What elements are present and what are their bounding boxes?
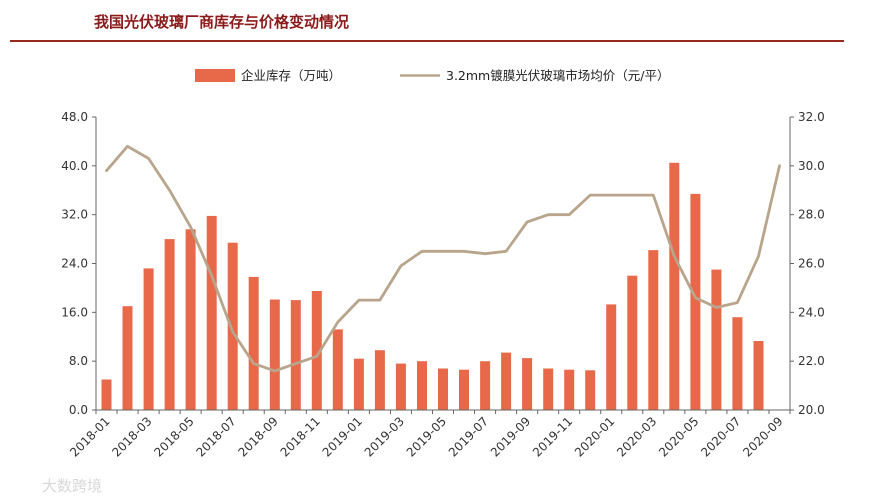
bar <box>143 268 154 410</box>
left-tick-label: 48.0 <box>61 110 88 124</box>
x-tick-label: 2018-03 <box>109 414 154 459</box>
right-tick-label: 30.0 <box>798 159 825 173</box>
bar <box>395 363 406 410</box>
x-tick-label: 2019-03 <box>362 414 407 459</box>
bar <box>290 300 301 410</box>
left-tick-label: 16.0 <box>61 305 88 319</box>
bar <box>732 317 743 410</box>
right-tick-label: 20.0 <box>798 403 825 417</box>
bar <box>269 299 280 410</box>
legend-line-label: 3.2mm镀膜光伏玻璃市场均价（元/平） <box>446 68 669 83</box>
legend: 企业库存（万吨） 3.2mm镀膜光伏玻璃市场均价（元/平） <box>195 68 669 83</box>
bar <box>711 269 722 410</box>
legend-bar-label: 企业库存（万吨） <box>241 68 341 83</box>
x-tick-label: 2018-01 <box>67 414 112 459</box>
left-tick-label: 0.0 <box>69 403 88 417</box>
x-tick-label: 2019-07 <box>446 414 491 459</box>
x-tick-label: 2018-11 <box>278 414 323 459</box>
bar <box>459 369 469 410</box>
x-tick-label: 2019-11 <box>530 414 575 459</box>
bar <box>206 215 217 410</box>
x-tick-label: 2018-05 <box>151 414 196 459</box>
right-tick-label: 26.0 <box>798 257 825 271</box>
bar <box>522 358 533 410</box>
bar <box>374 350 385 410</box>
left-tick-label: 24.0 <box>61 257 88 271</box>
bar <box>669 162 680 410</box>
left-tick-label: 8.0 <box>69 354 88 368</box>
bar <box>501 352 512 410</box>
right-tick-label: 32.0 <box>798 110 825 124</box>
bar <box>585 370 596 410</box>
bar <box>122 306 133 410</box>
watermark-text: 大数跨境 <box>42 477 102 495</box>
bar <box>564 369 575 410</box>
bar <box>248 276 259 410</box>
page-title: 我国光伏玻璃厂商库存与价格变动情况 <box>94 13 350 31</box>
right-tick-label: 22.0 <box>798 354 825 368</box>
bar-series <box>101 162 764 410</box>
bar <box>164 239 175 410</box>
bar <box>690 193 701 410</box>
bar <box>753 341 764 410</box>
x-tick-label: 2020-01 <box>572 414 617 459</box>
line-series <box>105 144 781 373</box>
bar <box>480 361 491 410</box>
bar <box>185 229 196 410</box>
x-tick-label: 2020-03 <box>614 414 659 459</box>
bar <box>543 368 554 410</box>
bar <box>311 291 322 410</box>
bar <box>417 361 427 410</box>
x-tick-label: 2018-09 <box>236 414 281 459</box>
right-tick-label: 24.0 <box>798 305 825 319</box>
x-tick-label: 2020-07 <box>698 414 743 459</box>
x-tick-label: 2020-09 <box>740 414 785 459</box>
bar <box>627 275 638 410</box>
bar <box>438 368 448 410</box>
bar <box>101 379 112 410</box>
left-tick-label: 32.0 <box>61 208 88 222</box>
left-tick-label: 40.0 <box>61 159 88 173</box>
x-tick-label: 2018-07 <box>193 414 238 459</box>
x-tick-label: 2020-05 <box>656 414 701 459</box>
bar <box>648 250 659 410</box>
x-tick-label: 2019-09 <box>488 414 533 459</box>
title-divider <box>10 40 844 42</box>
bar <box>353 358 364 410</box>
bar <box>606 304 617 410</box>
legend-bar-swatch <box>195 69 235 82</box>
x-tick-label: 2019-01 <box>320 414 365 459</box>
bar <box>227 242 238 410</box>
bar <box>332 329 343 410</box>
right-tick-label: 28.0 <box>798 208 825 222</box>
x-tick-label: 2019-05 <box>404 414 449 459</box>
